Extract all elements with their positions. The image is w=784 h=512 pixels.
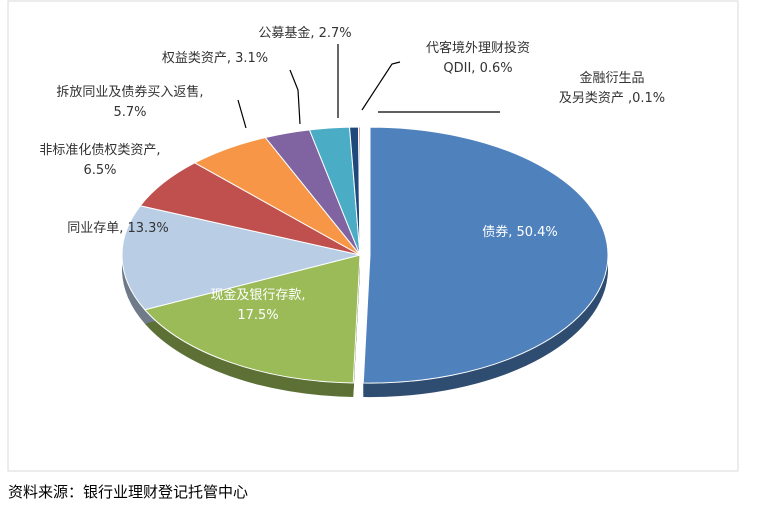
leader-line [289, 69, 301, 125]
data-label: 权益类资产, 3.1% [162, 50, 268, 66]
leader-line [237, 99, 247, 129]
data-label: 债券, 50.4% [482, 224, 558, 240]
slice [143, 254, 361, 384]
data-label: 同业存单, 13.3% [67, 221, 169, 236]
data-label: 非标准化债权类资产, 6.5% [39, 142, 160, 178]
data-label: 拆放同业及债券买入返售, 5.7% [56, 84, 203, 120]
slice [362, 126, 609, 384]
slice [121, 205, 361, 311]
data-label: 公募基金, 2.7% [258, 25, 351, 41]
data-label: 代客境外理财投资 QDII, 0.6% [426, 40, 530, 76]
source-note: 资料来源：银行业理财登记托管中心 [8, 483, 248, 501]
data-label: 金融衍生品及另类资产 ,0.1% [559, 70, 665, 106]
data-label: 现金及银行存款, 17.5% [210, 287, 305, 323]
leader-line [361, 61, 401, 111]
slice [357, 126, 361, 256]
pie [121, 126, 609, 398]
labels: 债券, 50.4% 现金及银行存款, 17.5% 同业存单, 13.3% 非标准化债权类… [39, 25, 665, 323]
